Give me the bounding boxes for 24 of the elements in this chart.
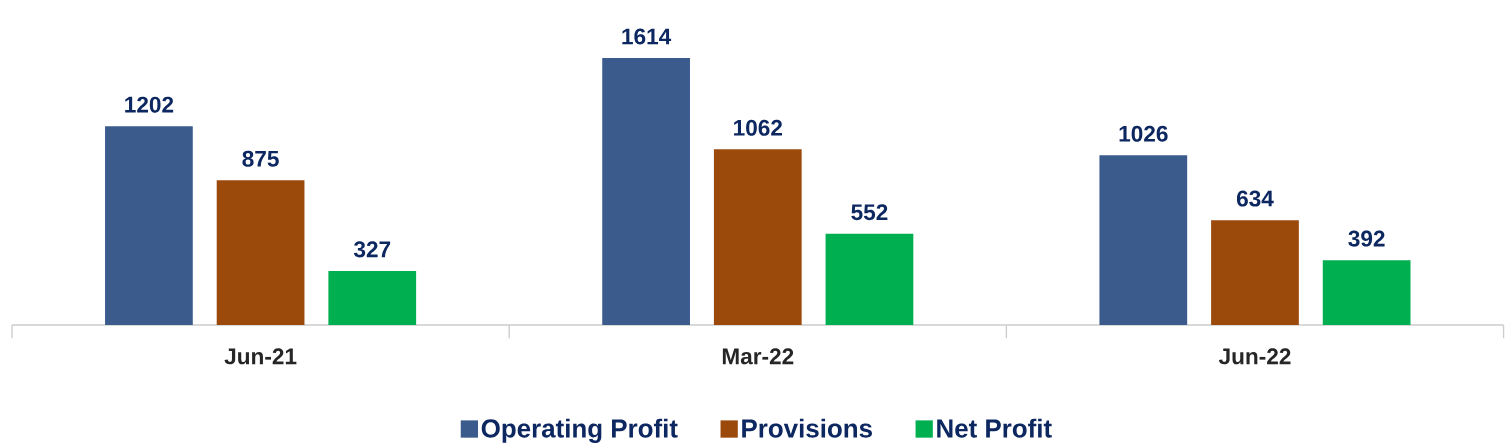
legend-label: Provisions bbox=[742, 418, 872, 438]
data-label: 1062 bbox=[734, 119, 782, 136]
bar bbox=[602, 58, 690, 326]
bar bbox=[216, 180, 305, 326]
legend-label: Net Profit bbox=[937, 418, 1052, 438]
bar bbox=[328, 271, 417, 326]
data-label: 327 bbox=[353, 241, 391, 258]
data-label: 1202 bbox=[125, 96, 174, 113]
data-label: 634 bbox=[1236, 190, 1274, 207]
data-label: 552 bbox=[851, 204, 888, 221]
bar bbox=[713, 149, 802, 326]
x-tick-label: Jun-22 bbox=[1218, 348, 1291, 365]
bar bbox=[105, 126, 193, 326]
data-label: 1026 bbox=[1119, 125, 1168, 142]
bar bbox=[1099, 155, 1188, 326]
bar bbox=[1322, 260, 1411, 326]
data-label: 392 bbox=[1348, 230, 1385, 247]
x-tick-label: Mar-22 bbox=[722, 348, 794, 365]
legend-label: Operating Profit bbox=[481, 418, 678, 444]
data-label: 1614 bbox=[622, 28, 672, 45]
bar bbox=[825, 233, 914, 326]
data-label: 875 bbox=[242, 150, 279, 167]
bar bbox=[1211, 220, 1299, 326]
x-tick-label: Jun-21 bbox=[224, 348, 297, 365]
